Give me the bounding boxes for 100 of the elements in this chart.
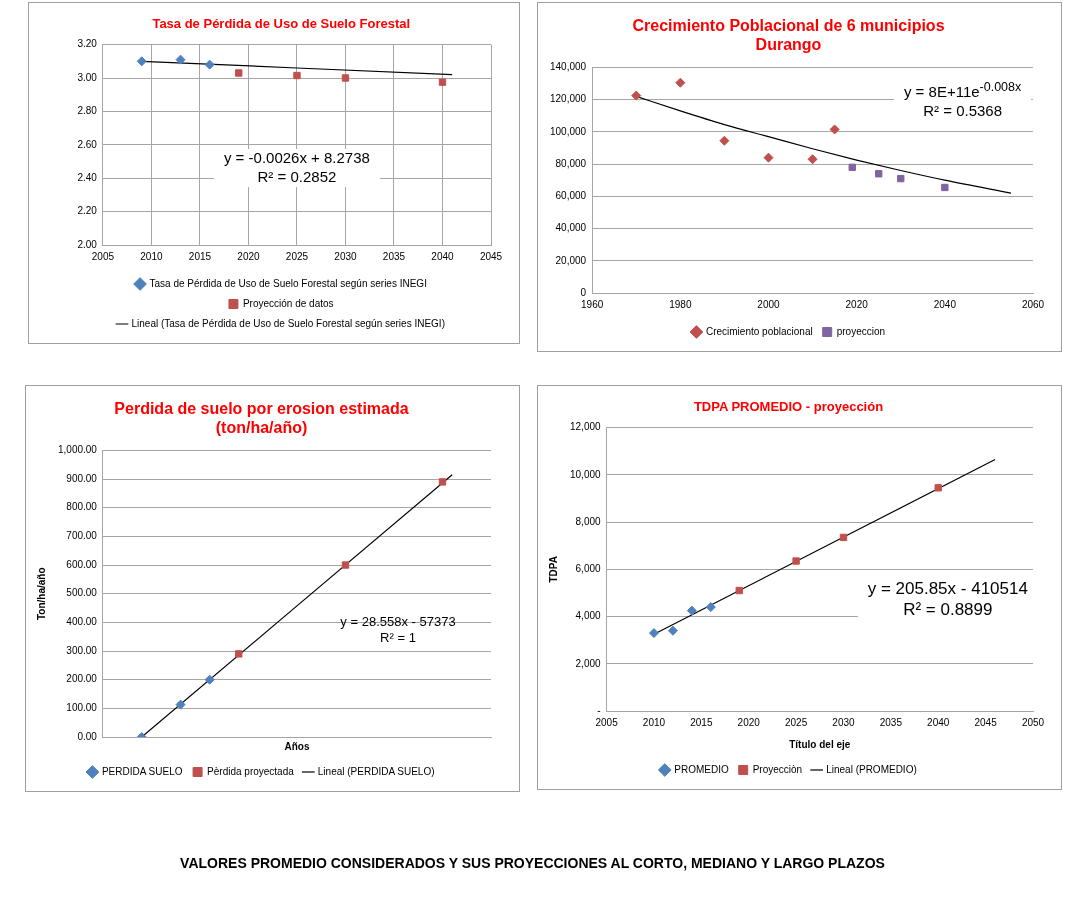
point	[675, 77, 686, 88]
x-tick-label: 2020	[237, 250, 261, 262]
x-tick-label: 2060	[1021, 298, 1045, 310]
point	[204, 59, 215, 70]
y-tick-label: -	[597, 704, 601, 716]
annotation: R² = 1	[379, 630, 417, 647]
y-tick-label: 120,000	[549, 93, 587, 105]
x-tick-label: 2015	[188, 250, 212, 262]
x-tick-label: 2020	[737, 716, 761, 728]
point	[235, 69, 243, 77]
annotation: R² = 0.8899	[902, 599, 994, 621]
y-tick-label: 80,000	[555, 157, 587, 169]
x-tick-label: 2040	[933, 298, 957, 310]
x-tick-label: 2035	[879, 716, 903, 728]
legend-label: Pèrdida proyectada	[207, 765, 295, 777]
y-tick-label: 20,000	[555, 254, 587, 266]
point	[792, 557, 800, 565]
y-tick-label: 3.00	[77, 71, 98, 83]
x-tick-label: 2015	[690, 716, 713, 728]
x-tick-label: 2040	[431, 250, 455, 262]
y-tick-label: 1,000.00	[57, 444, 98, 456]
y-tick-label: 0.00	[77, 730, 98, 742]
point	[341, 74, 350, 82]
point	[839, 533, 848, 542]
point	[438, 78, 447, 86]
annotation: y = 205.85x - 410514	[867, 578, 1028, 600]
y-tick-label: 300.00	[66, 644, 98, 656]
annotation: R² = 0.2852	[256, 167, 338, 187]
legend-label: Crecimiento poblacional	[705, 325, 813, 337]
x-tick-label: 2025	[784, 716, 808, 728]
legend-label: Proyección de datos	[242, 297, 334, 309]
y-tick-label: 500.00	[66, 587, 98, 599]
point	[648, 628, 659, 639]
text: VALORES PROMEDIO CONSIDERADOS Y SUS PROYECCIONES AL CORTO, MEDIANO Y LARGO PLAZOS	[179, 854, 886, 873]
point	[848, 163, 856, 171]
x-axis-title: Años	[284, 740, 310, 752]
y-tick-label: 8,000	[575, 515, 602, 527]
point	[438, 478, 447, 486]
point	[235, 650, 243, 658]
point	[341, 561, 350, 569]
x-tick-label: 2025	[285, 250, 309, 262]
point	[897, 174, 905, 183]
x-tick-label: 2035	[382, 250, 406, 262]
legend-label: PROMEDIO	[674, 763, 729, 775]
x-tick-label: 2040	[927, 716, 950, 728]
point	[686, 605, 697, 616]
point	[763, 152, 774, 163]
legend-label: Lineal (PROMEDIO)	[826, 763, 917, 775]
chart-title: Perdida de suelo por erosion estimada (ton/ha/año)	[114, 400, 409, 437]
y-tick-label: 100,000	[549, 125, 587, 137]
point	[136, 56, 147, 67]
legend-label: Lineal (PERDIDA SUELO)	[317, 765, 435, 777]
y-tick-label: 2.20	[77, 205, 98, 217]
chart-title: Crecimiento Poblacional de 6 municipios Durango	[632, 17, 945, 54]
legend-label: Tasa de Pérdida de Uso de Suelo Forestal según series INEGI	[149, 277, 427, 289]
y-tick-label: 0	[580, 286, 587, 298]
y-axis-title: Ton/ha/año	[35, 567, 47, 620]
point	[934, 484, 942, 492]
legend-label: PERDIDA SUELO	[101, 765, 183, 777]
chart-title: TDPA PROMEDIO - proyección	[693, 399, 884, 415]
legend-label: Lineal (Tasa de Pérdida de Uso de Suelo Forestal según series INEGI)	[131, 317, 445, 329]
y-tick-label: 3.20	[77, 38, 98, 50]
x-tick-label: 2010	[642, 716, 666, 728]
y-tick-label: 10,000	[569, 468, 602, 480]
y-tick-label: 800.00	[66, 501, 98, 513]
x-tick-label: 2000	[757, 298, 781, 310]
x-tick-label: 2050	[1021, 716, 1045, 728]
annotation: y = 28.558x - 57373	[340, 613, 456, 631]
y-tick-label: 12,000	[569, 421, 602, 433]
x-tick-label: 2005	[91, 250, 115, 262]
y-tick-label: 2.40	[77, 171, 98, 183]
y-tick-label: 4,000	[575, 610, 602, 622]
y-tick-label: 900.00	[66, 472, 98, 484]
x-axis-title: Título del eje	[789, 738, 851, 750]
legend-label: proyeccion	[836, 325, 886, 337]
point	[735, 586, 743, 595]
y-tick-label: 40,000	[555, 222, 587, 234]
point	[293, 71, 301, 80]
x-tick-label: 2045	[479, 250, 503, 262]
y-tick-label: 2.60	[77, 138, 98, 150]
point	[631, 90, 642, 101]
y-tick-label: 6,000	[575, 563, 602, 575]
point	[705, 602, 716, 613]
point	[175, 54, 186, 65]
chart-title: Tasa de Pérdida de Uso de Suelo Forestal	[152, 16, 411, 32]
y-tick-label: 200.00	[66, 673, 98, 685]
y-tick-label: 100.00	[66, 702, 98, 714]
x-tick-label: 1960	[581, 298, 604, 310]
annotation: R² = 0.5368	[922, 101, 1003, 121]
x-tick-label: 1980	[669, 298, 692, 310]
x-tick-label: 2045	[974, 716, 998, 728]
point	[719, 135, 730, 146]
point	[807, 154, 818, 165]
point	[941, 183, 949, 192]
y-tick-label: 400.00	[66, 616, 98, 628]
x-tick-label: 2020	[845, 298, 869, 310]
y-tick-label: 60,000	[555, 190, 587, 202]
y-tick-label: 2,000	[575, 657, 602, 669]
y-tick-label: 600.00	[66, 558, 98, 570]
y-tick-label: 2.00	[77, 238, 98, 250]
